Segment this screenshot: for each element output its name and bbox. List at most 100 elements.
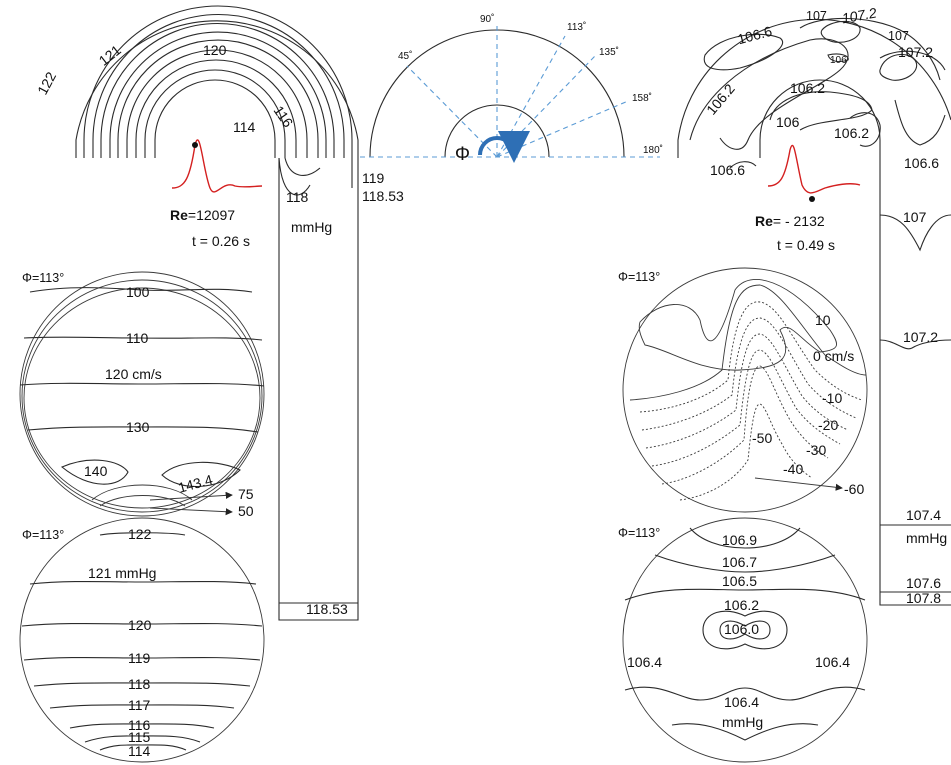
pr-label-106-0: 106.0 <box>724 621 759 637</box>
r-label-107-right: 107 <box>888 29 909 43</box>
r-label-106: 106 <box>776 114 800 130</box>
contour-75 <box>91 484 193 501</box>
phi-symbol: Φ <box>455 144 470 165</box>
right-panel: 107 107.2 107 107.2 106.6 106 106.2 106.… <box>618 4 951 763</box>
arch-contour-9 <box>144 69 286 158</box>
ray-158 <box>496 100 629 158</box>
p-contour-116 <box>69 723 215 729</box>
p-label-118: 118 <box>128 676 151 692</box>
contour-106-6-top <box>703 33 783 71</box>
p-label-117: 117 <box>128 697 151 713</box>
v-label-0: 0 cm/s <box>813 348 854 364</box>
phi-label: Φ=113° <box>22 271 64 285</box>
contour-107-2-top <box>820 20 861 43</box>
contour-label-118: 118 <box>286 189 309 205</box>
arch-contour-10 <box>154 79 276 158</box>
v-contour-neg20 <box>641 317 857 431</box>
p-label-116: 116 <box>128 717 151 733</box>
contour-120 <box>19 382 265 387</box>
v-contour-neg30 <box>645 333 849 449</box>
arch-contour-8 <box>135 59 297 158</box>
p-contour-121 <box>29 580 257 585</box>
angle-label-90: 90˚ <box>480 13 494 25</box>
arch-outer-wall <box>677 18 951 158</box>
phi-label: Φ=113° <box>22 528 64 542</box>
arch-contour-3 <box>92 14 345 158</box>
p-label-122: 122 <box>128 526 152 542</box>
ray-113 <box>496 35 566 158</box>
section-circle <box>622 267 868 513</box>
r-label-106-small: 106 <box>830 55 847 66</box>
section-circle <box>19 271 265 517</box>
contour-107-descending <box>879 214 951 252</box>
v-label-neg30: -30 <box>806 442 826 458</box>
p-contour-106-4-band <box>624 686 866 701</box>
ray-45 <box>406 65 498 158</box>
left-arch-contours <box>75 5 359 621</box>
arch-contour-7 <box>126 49 308 158</box>
right-arch-contours <box>677 17 951 606</box>
p-contour-115 <box>84 735 201 743</box>
v-label-neg60: -60 <box>844 481 864 497</box>
arrow-50 <box>149 507 233 516</box>
contour-106-6-left <box>729 161 757 169</box>
descending-aorta-wall <box>278 158 359 621</box>
arrow-75 <box>149 491 233 501</box>
time-label: t = 0.49 s <box>777 237 835 253</box>
contour-label-116: 116 <box>270 103 296 131</box>
pr-label-unit: mmHg <box>722 714 763 730</box>
reynolds-number: Re= - 2132 <box>755 213 825 229</box>
desc-label-107-4: 107.4 <box>906 507 941 523</box>
contour-106-6-right <box>894 99 946 146</box>
p-label-114: 114 <box>128 743 151 759</box>
contour-label-121: 121 <box>96 42 124 69</box>
ray-135 <box>496 55 596 158</box>
angle-label-158: 158˚ <box>632 92 652 104</box>
contour-118-curve <box>284 157 321 176</box>
angle-diagram: Φ 45˚ 90˚ 113˚ 135˚ 158˚ 180˚ <box>360 13 663 165</box>
contour-50 <box>99 495 186 507</box>
contour-110 <box>23 336 263 341</box>
contour-107-right-b <box>879 50 946 71</box>
p-label-119: 119 <box>128 650 151 666</box>
right-pressure-section: Φ=113° 106.9 106.7 106.5 106.2 106.0 106… <box>618 517 868 763</box>
pr-label-106-9: 106.9 <box>722 532 757 548</box>
contour-106-small <box>827 53 849 63</box>
section-circle-inner-1 <box>21 279 263 513</box>
r-label-106-2-right: 106.2 <box>834 125 869 141</box>
section-circle-inner-2 <box>23 287 261 509</box>
v-label-neg50: -50 <box>752 430 772 446</box>
vel-label-120: 120 cm/s <box>105 366 162 382</box>
left-velocity-section: Φ=113° 100 110 120 cm/s 130 140 143.4 75… <box>19 271 265 519</box>
section-circle <box>622 517 868 763</box>
r-label-107: 107 <box>806 9 827 23</box>
flow-waveform-red <box>171 139 263 193</box>
p-contour-114 <box>99 744 187 751</box>
arch-contour-1 <box>75 20 359 158</box>
vel-label-75: 75 <box>238 486 254 502</box>
left-panel: 122 121 120 116 114 118 119 118.53 mmHg … <box>19 5 404 763</box>
contour-label-114: 114 <box>233 119 256 135</box>
r-label-107-2-right: 107.2 <box>898 44 933 60</box>
p-contour-118 <box>33 682 251 687</box>
arch-contour-4 <box>100 23 335 158</box>
contour-118-curve-b <box>278 157 311 196</box>
angle-label-45: 45˚ <box>398 50 412 62</box>
r-label-106-2-left: 106.2 <box>703 81 738 118</box>
p-contour-106-4-bottom <box>671 723 819 741</box>
pr-label-106-4-left: 106.4 <box>627 654 662 670</box>
r-label-107-2-top: 107.2 <box>841 4 878 26</box>
contour-label-120: 120 <box>203 42 227 58</box>
v-label-neg10: -10 <box>822 390 842 406</box>
pr-label-106-2: 106.2 <box>724 597 759 613</box>
angle-label-113: 113˚ <box>567 21 586 33</box>
p-contour-106-5 <box>624 588 866 601</box>
p-label-120: 120 <box>128 617 152 633</box>
pr-label-106-7: 106.7 <box>722 554 757 570</box>
phi-label: Φ=113° <box>618 526 660 540</box>
contour-107-outer <box>799 17 941 81</box>
arch-contour-2 <box>83 5 353 158</box>
reynolds-number: Re=12097 <box>170 207 235 223</box>
v-contour-neg50 <box>661 365 829 485</box>
